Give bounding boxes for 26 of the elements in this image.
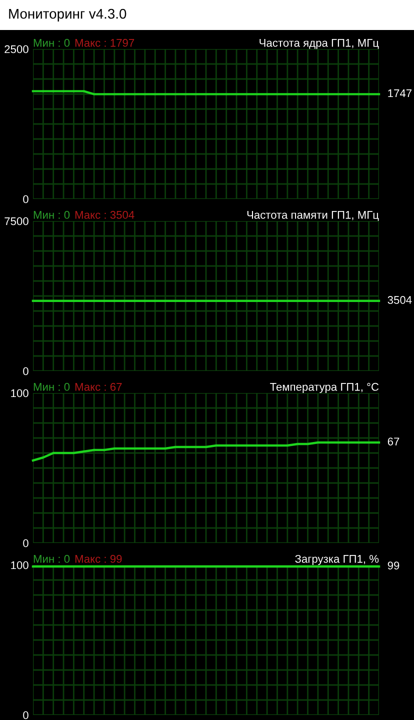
- text: Макс : 3504: [75, 210, 134, 219]
- text: Мин : 0: [34, 210, 70, 219]
- line-series: [32, 441, 380, 462]
- chart-title: Загрузка ГП1, %: [295, 554, 379, 565]
- text: Макс : 99: [75, 554, 122, 563]
- y-tick-label: 0: [23, 711, 28, 720]
- data-label: 1747: [388, 89, 412, 98]
- y-tick-label: 2500: [4, 45, 28, 54]
- y-tick-label: 0: [23, 195, 28, 204]
- data-label: 67: [388, 438, 400, 446]
- text: Мин : 0: [34, 382, 70, 391]
- chart-title: Температура ГП1, °C: [270, 382, 379, 393]
- y-tick-label: 0: [23, 367, 28, 376]
- text: Мин : 0: [34, 554, 70, 563]
- y-tick-label: 7500: [4, 217, 28, 226]
- text: Макс : 1797: [75, 38, 134, 47]
- data-label: 99: [388, 562, 400, 570]
- text: Мониторинг v4.3.0: [9, 8, 126, 22]
- chart-title: Частота ядра ГП1, МГц: [260, 39, 379, 49]
- y-tick-label: 0: [23, 539, 28, 548]
- y-tick-label: 100: [11, 561, 28, 570]
- text: Мин : 0: [34, 38, 70, 47]
- data-label: 3504: [388, 296, 412, 304]
- chart-title: Частота памяти ГП1, МГц: [247, 211, 379, 221]
- y-tick-label: 100: [11, 389, 28, 398]
- text: Макс : 67: [75, 382, 122, 391]
